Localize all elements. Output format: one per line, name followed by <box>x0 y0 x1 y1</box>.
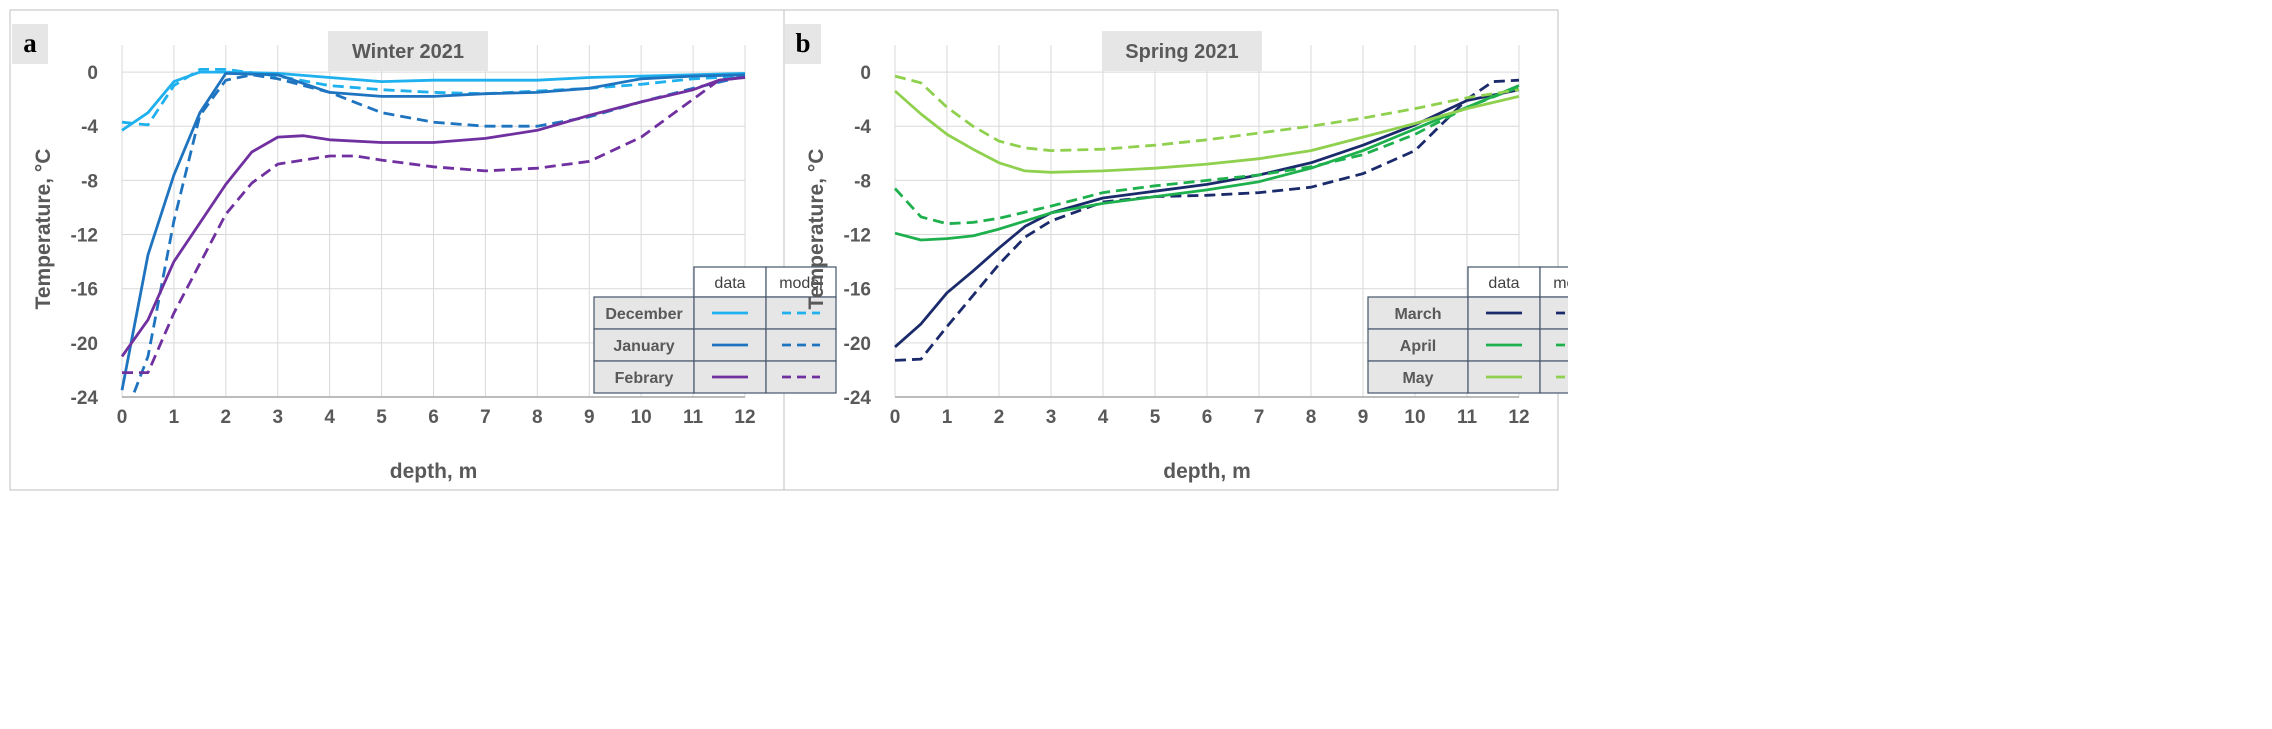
legend-header-model: model <box>1553 275 1568 292</box>
panel-label-box <box>785 24 821 64</box>
series-line-december-data <box>121 70 746 132</box>
y-tick-label: -4 <box>854 117 871 138</box>
y-tick-label: -8 <box>81 171 98 192</box>
x-tick-label: 4 <box>324 407 335 428</box>
x-tick-label: 6 <box>428 407 439 428</box>
legend-label-cell <box>593 328 695 362</box>
x-tick-label: 12 <box>734 407 755 428</box>
legend-row-label: April <box>1400 338 1436 355</box>
x-tick-label: 9 <box>1358 407 1369 428</box>
x-tick-label: 1 <box>942 407 953 428</box>
legend-header-cell <box>1539 266 1568 298</box>
y-tick-label: -20 <box>844 334 871 355</box>
x-axis-title: depth, m <box>390 460 478 483</box>
legend-header-model: model <box>779 275 823 292</box>
x-tick-label: 6 <box>1202 407 1213 428</box>
series-line-january-model <box>130 73 746 397</box>
legend-label-cell <box>593 296 695 330</box>
legend-row-label: December <box>605 306 682 323</box>
legend-row-label: January <box>613 338 674 355</box>
series-line-march-data <box>894 88 1520 348</box>
x-tick-label: 5 <box>1150 407 1161 428</box>
series-line-febrary-model <box>122 76 746 374</box>
y-tick-label: -12 <box>844 226 871 247</box>
x-tick-label: 0 <box>890 407 901 428</box>
x-tick-label: 4 <box>1098 407 1109 428</box>
x-tick-label: 11 <box>1457 407 1478 428</box>
series-line-may-data <box>894 89 1520 174</box>
y-tick-label: -16 <box>71 280 98 301</box>
x-axis-title: depth, m <box>1163 460 1251 483</box>
series-line-febrary-data <box>120 76 746 358</box>
legend-row-label: Febrary <box>615 370 674 387</box>
legend-header-cell <box>693 266 767 298</box>
y-tick-label: -24 <box>71 388 99 409</box>
x-tick-label: 7 <box>1254 407 1265 428</box>
series-line-january-data <box>120 72 746 391</box>
x-tick-label: 2 <box>221 407 232 428</box>
x-tick-label: 8 <box>1306 407 1317 428</box>
y-tick-label: 0 <box>860 63 871 84</box>
y-tick-label: -12 <box>71 226 98 247</box>
x-tick-label: 3 <box>1046 407 1057 428</box>
x-tick-label: 12 <box>1508 407 1529 428</box>
series-line-april-model <box>893 85 1520 226</box>
panel-label: a <box>23 28 37 58</box>
legend-header-data: data <box>714 275 745 292</box>
chart-title: Winter 2021 <box>352 41 464 63</box>
legend-row-label: May <box>1402 370 1433 387</box>
y-tick-label: -8 <box>854 171 871 192</box>
x-tick-label: 3 <box>272 407 283 428</box>
x-tick-label: 2 <box>994 407 1005 428</box>
y-axis-title: Temperature, °C <box>805 149 828 310</box>
x-tick-label: 7 <box>480 407 491 428</box>
legend-label-cell <box>593 360 695 394</box>
legend-header-cell <box>765 266 837 298</box>
x-tick-label: 1 <box>169 407 180 428</box>
x-tick-label: 10 <box>631 407 652 428</box>
y-tick-label: 0 <box>87 63 98 84</box>
x-tick-label: 11 <box>683 407 704 428</box>
legend-header-data: data <box>1488 275 1519 292</box>
series-line-december-model <box>121 68 746 127</box>
chart-title-box <box>1102 31 1262 71</box>
panel-label: b <box>795 28 810 58</box>
legend-row-label: March <box>1394 306 1441 323</box>
y-tick-label: -24 <box>844 388 872 409</box>
figure-svg: 0 1 2 3 4 5 6 7 8 9 10 11 120-4-8-12-16-20-24depth, … <box>9 9 1568 491</box>
x-tick-label: 10 <box>1404 407 1425 428</box>
legend-label-cell <box>1367 360 1469 394</box>
legend-label-cell <box>1367 296 1469 330</box>
y-axis-title: Temperature, °C <box>32 149 55 310</box>
x-tick-label: 0 <box>117 407 128 428</box>
x-tick-label: 8 <box>532 407 543 428</box>
figure: 0 1 2 3 4 5 6 7 8 9 10 11 12 0 -4 -8 -12 -16 -20 -24 depth, … <box>0 0 1568 500</box>
y-tick-label: -20 <box>71 334 98 355</box>
y-tick-label: -16 <box>844 280 871 301</box>
series-line-april-data <box>894 84 1520 242</box>
x-tick-label: 5 <box>376 407 387 428</box>
x-tick-label: 9 <box>584 407 595 428</box>
chart-title: Spring 2021 <box>1125 41 1238 63</box>
panel-label-box <box>12 24 48 64</box>
series-line-may-model <box>894 74 1520 152</box>
chart-title-box <box>328 31 488 71</box>
y-tick-label: -4 <box>81 117 98 138</box>
